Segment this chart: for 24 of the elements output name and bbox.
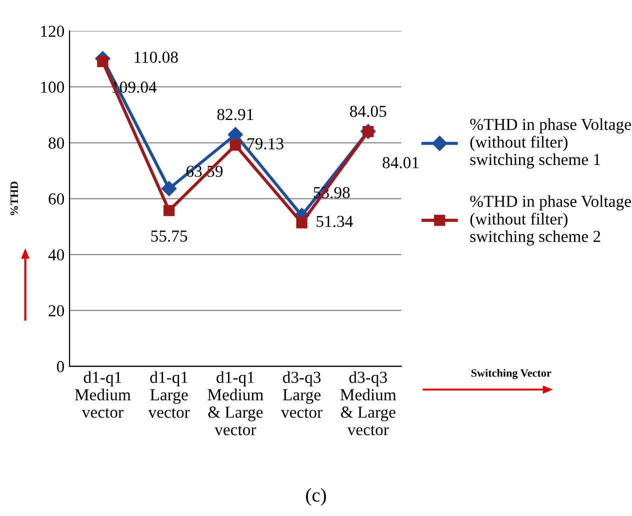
x-tick-label: d1-q1 Medium vector — [74, 371, 131, 418]
data-label: 82.91 — [217, 108, 254, 120]
y-tick-label: 0 — [56, 361, 64, 372]
text: (c) — [306, 488, 326, 506]
y-tick-label: 40 — [48, 249, 64, 261]
data-label: 51.34 — [316, 216, 353, 228]
x-tick-label: d1-q1 Large vector — [148, 371, 190, 418]
text: Switching Vector — [471, 368, 552, 380]
data-label: 84.05 — [350, 106, 386, 118]
y-tick-label: 100 — [41, 82, 64, 93]
data-label: 110.08 — [134, 52, 178, 63]
x-tick-label: d3-q3 Large vector — [280, 371, 322, 418]
y-axis-title: %THD — [10, 182, 18, 216]
data-label: 55.75 — [151, 230, 188, 242]
legend-label: %THD in phase Voltage (without filter) switching scheme 1 — [470, 118, 631, 169]
data-label: 79.13 — [248, 138, 284, 150]
legend-label: %THD in phase Voltage (without filter) switching scheme 2 — [470, 195, 631, 246]
x-tick-label: d1-q1 Medium & Large vector — [208, 371, 264, 436]
y-tick-label: 80 — [48, 137, 64, 149]
y-tick-label: 120 — [41, 26, 64, 37]
y-tick-label: 60 — [48, 193, 64, 205]
x-tick-label: d3-q3 Medium & Large vector — [340, 371, 396, 436]
data-label: 84.01 — [382, 157, 419, 168]
y-tick-label: 20 — [48, 305, 64, 316]
